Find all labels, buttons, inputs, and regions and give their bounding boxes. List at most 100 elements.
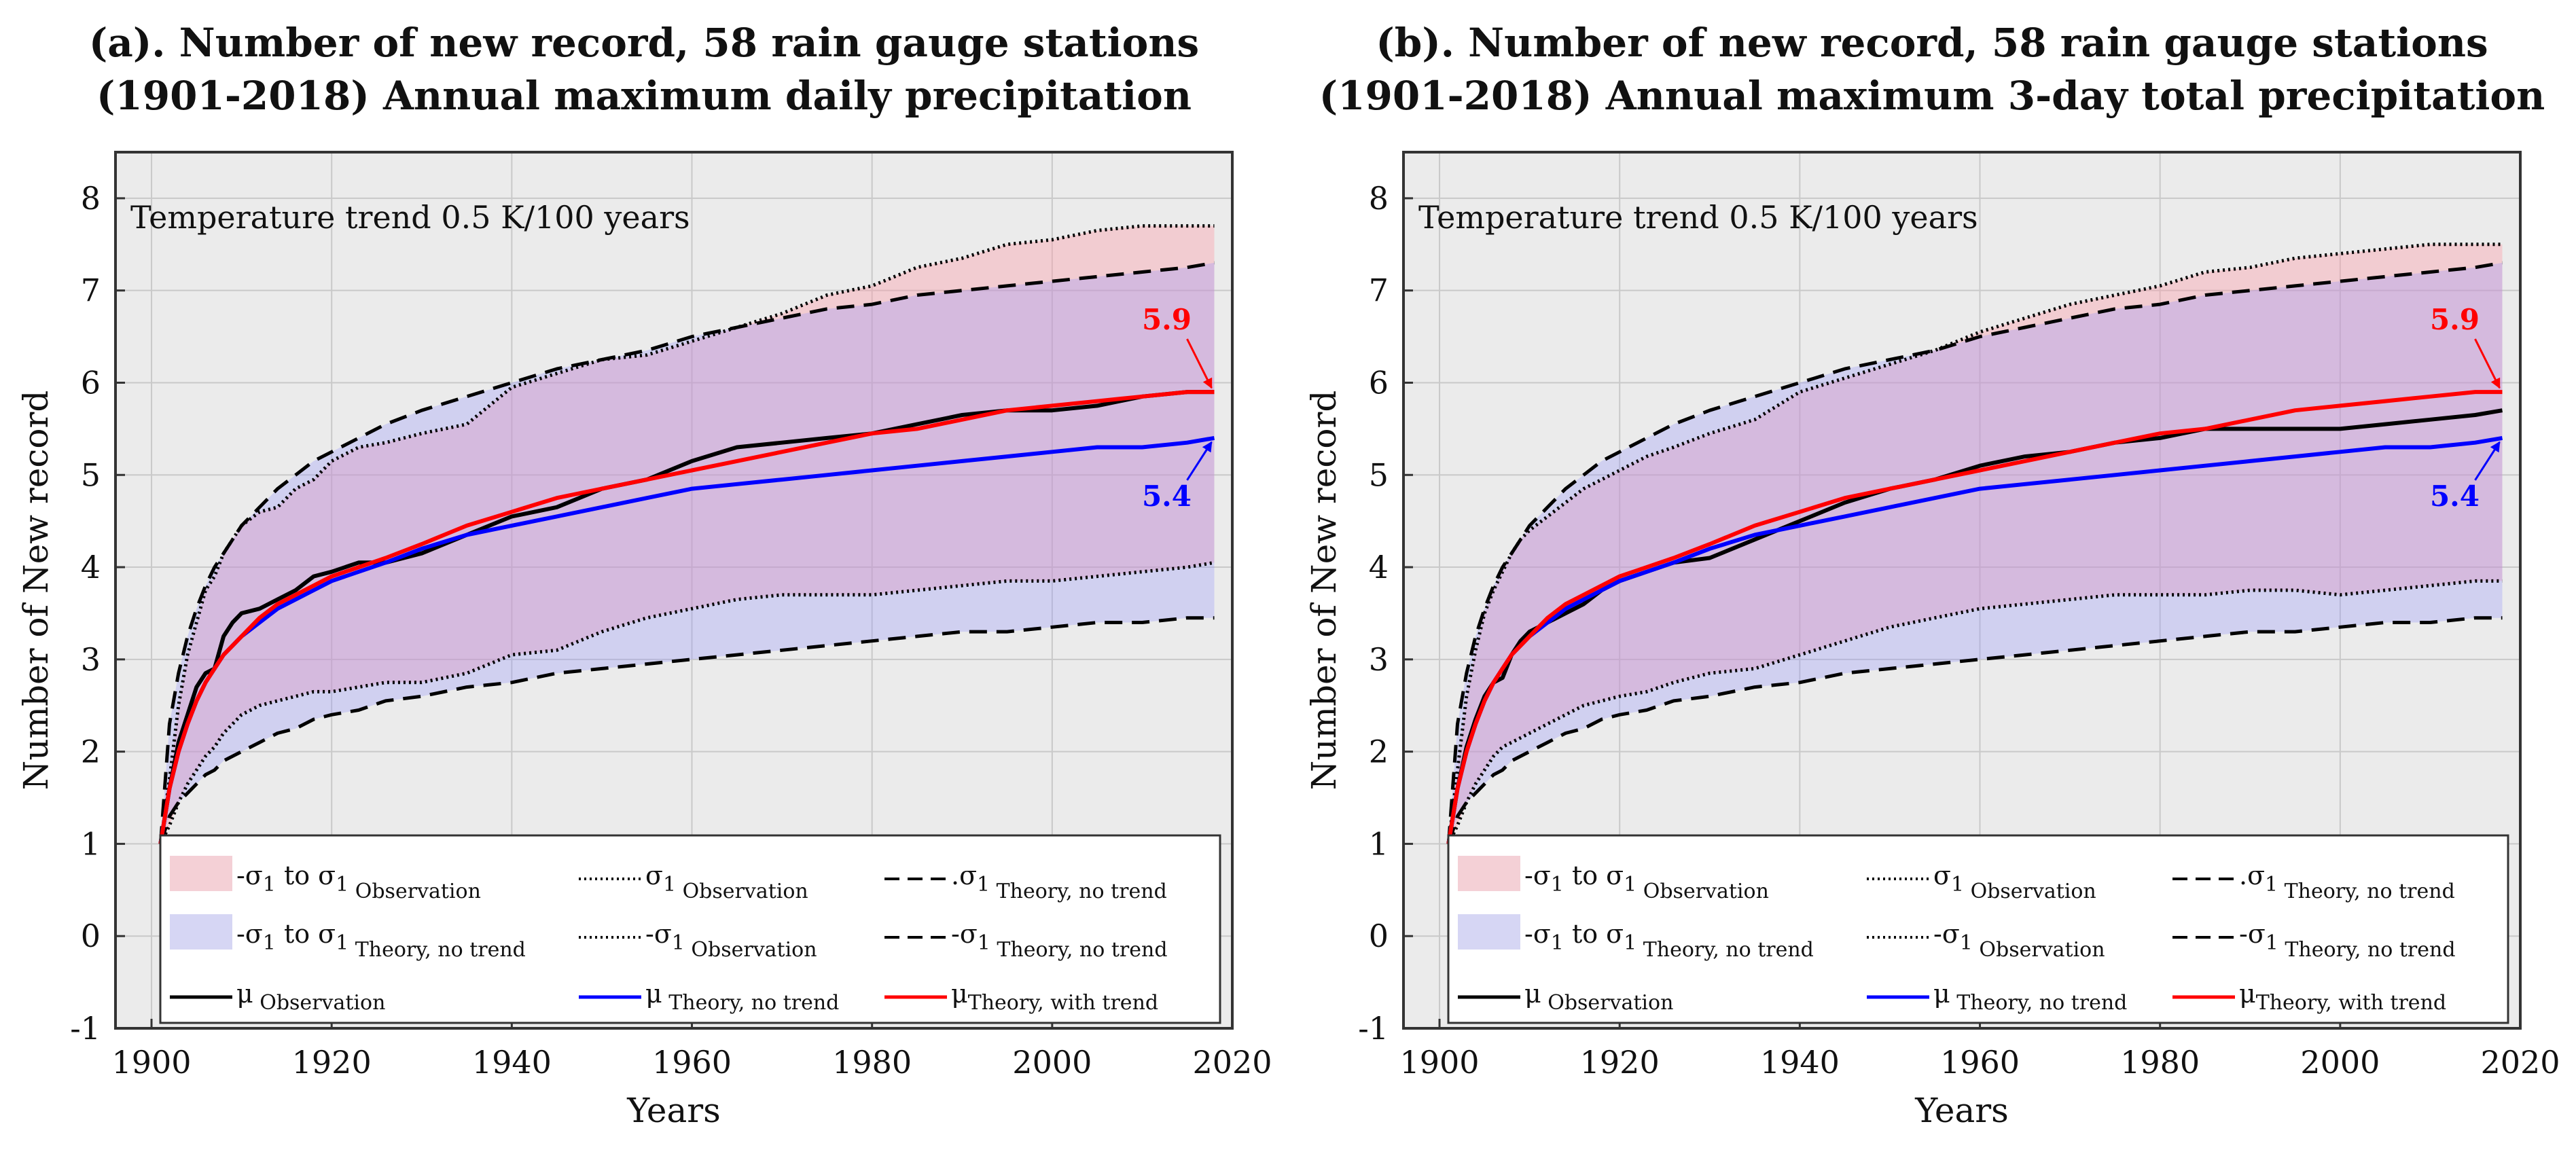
end-value-label: 5.4 xyxy=(1142,480,1192,513)
legend-text: μ xyxy=(645,979,662,1009)
legend-text: μ xyxy=(1524,979,1541,1009)
legend-subscript: 1 xyxy=(263,873,276,897)
legend-label: -σ1 to σ1 Theory, no trend xyxy=(1524,919,1814,962)
y-tick-label: 8 xyxy=(81,180,101,217)
x-axis-label: Years xyxy=(626,1091,721,1130)
chart-panel-b: (b). Number of new record, 58 rain gauge… xyxy=(1288,0,2576,1156)
y-axis-label: Number of New record xyxy=(1304,391,1344,791)
series-observation-1 xyxy=(1447,579,2503,845)
y-tick-label: 2 xyxy=(81,734,101,770)
legend-label: μ Theory, no trend xyxy=(645,979,839,1015)
end-value-label: 5.9 xyxy=(2430,303,2480,336)
chart-title-line2: (1901-2018) Annual maximum 3-day total p… xyxy=(1319,73,2545,119)
series-observation-1 xyxy=(1446,242,2503,844)
legend-text: to σ xyxy=(1564,919,1624,949)
legend-entry: .σ1 Theory, no trend xyxy=(2172,861,2455,903)
legend-subscript-text: Theory, no trend xyxy=(2278,938,2456,962)
legend-label: μ Theory, no trend xyxy=(1933,979,2127,1015)
legend-entry: -σ1 Observation xyxy=(1867,919,2105,962)
end-value-arrow xyxy=(1186,338,1213,389)
legend-subscript-text: Observation xyxy=(1973,938,2105,962)
legend-subscript-text: Theory, no trend xyxy=(348,938,526,962)
legend-subscript-text: Observation xyxy=(253,991,386,1015)
legend-entry: μ Theory, no trend xyxy=(1867,979,2127,1015)
chart-annotation: Temperature trend 0.5 K/100 years xyxy=(1418,199,1978,236)
x-tick-label: 1940 xyxy=(1760,1044,1840,1081)
legend-text: -σ xyxy=(236,919,263,949)
legend-entry: -σ1 to σ1 Observation xyxy=(1458,856,1769,903)
series-line xyxy=(1447,579,2503,845)
series-theory-1-no-trend xyxy=(158,616,1215,845)
end-value-arrow xyxy=(2474,338,2501,389)
legend-swatch xyxy=(1458,856,1520,891)
legend-label: .σ1 Theory, no trend xyxy=(2239,861,2455,903)
legend-entry: μ Theory, no trend xyxy=(579,979,839,1015)
series-line xyxy=(1446,261,2503,844)
legend-label: σ1 Observation xyxy=(645,861,808,903)
x-tick-label: 2000 xyxy=(2300,1044,2380,1081)
y-tick-label: 2 xyxy=(1369,734,1389,770)
y-tick-label: 3 xyxy=(81,641,101,678)
legend-subscript: 1 xyxy=(336,931,348,955)
end-value-label: 5.9 xyxy=(1142,303,1192,336)
legend-entry: -σ1 Theory, no trend xyxy=(884,919,1168,962)
series--theory-with-trend xyxy=(1446,390,2503,844)
y-tick-label: 1 xyxy=(81,825,101,862)
legend-label: σ1 Observation xyxy=(1933,861,2096,903)
x-tick-label: 1920 xyxy=(1580,1044,1660,1081)
band-observation xyxy=(160,225,1215,844)
y-tick-label: 6 xyxy=(1369,364,1389,401)
legend-subscript-text: Theory, no trend xyxy=(990,938,1168,962)
x-tick-label: 1980 xyxy=(2120,1044,2200,1081)
legend-text: -σ xyxy=(951,919,978,949)
x-tick-label: 2020 xyxy=(2480,1044,2560,1081)
legend-label: -σ1 to σ1 Theory, no trend xyxy=(236,919,526,962)
legend-label: -σ1 to σ1 Observation xyxy=(236,861,481,903)
plot-frame xyxy=(1402,151,2522,1030)
x-tick-label: 1920 xyxy=(292,1044,372,1081)
legend-text: μ xyxy=(2239,979,2256,1009)
legend-entry: σ1 Observation xyxy=(1867,861,2096,903)
series-line xyxy=(1446,408,2503,844)
legend-text: to σ xyxy=(276,919,336,949)
legend-subscript-text: Theory, no trend xyxy=(662,991,840,1015)
legend-text: .σ xyxy=(2239,861,2265,890)
end-value-arrow xyxy=(1186,441,1213,481)
legend-subscript-text: Theory, no trend xyxy=(1636,938,1814,962)
legend-entry: μ Observation xyxy=(1458,979,1673,1015)
legend-subscript: 1 xyxy=(1960,931,1973,955)
series--theory-with-trend xyxy=(158,390,1215,844)
legend-text: -σ xyxy=(2239,919,2266,949)
legend-label: -σ1 Observation xyxy=(1933,919,2105,962)
legend-label: μTheory, with trend xyxy=(951,979,1158,1015)
legend-text: μ xyxy=(1933,979,1950,1009)
legend-label: μ Observation xyxy=(1524,979,1673,1015)
x-tick-label: 1960 xyxy=(1940,1044,2020,1081)
legend-label: .σ1 Theory, no trend xyxy=(951,861,1167,903)
legend-subscript: 1 xyxy=(2265,873,2278,897)
series-theory-1-no-trend xyxy=(1446,261,2503,844)
series-line xyxy=(158,390,1215,844)
x-tick-label: 2020 xyxy=(1192,1044,1272,1081)
y-tick-label: -1 xyxy=(70,1010,101,1047)
legend-swatch xyxy=(1458,914,1520,950)
legend-text: σ xyxy=(645,861,663,890)
legend-text: -σ xyxy=(236,861,263,890)
legend-subscript-text: Observation xyxy=(1541,991,1674,1015)
band-theory xyxy=(160,262,1215,844)
legend-subscript: 1 xyxy=(663,873,676,897)
series-line xyxy=(1446,390,2503,844)
y-tick-label: 5 xyxy=(81,456,101,493)
chart-title-line1: (b). Number of new record, 58 rain gauge… xyxy=(1376,20,2488,66)
y-tick-label: 0 xyxy=(1369,918,1389,954)
legend-text: .σ xyxy=(951,861,977,890)
end-value-arrow xyxy=(2474,441,2501,481)
legend-label: -σ1 Theory, no trend xyxy=(2239,919,2456,962)
y-tick-label: -1 xyxy=(1358,1010,1389,1047)
legend-text: σ xyxy=(1933,861,1951,890)
legend-subscript: 1 xyxy=(1551,931,1564,955)
legend-text: to σ xyxy=(1564,861,1624,890)
legend-subscript: 1 xyxy=(672,931,685,955)
legend-subscript-text: Observation xyxy=(1964,880,2096,903)
x-tick-label: 2000 xyxy=(1012,1044,1092,1081)
